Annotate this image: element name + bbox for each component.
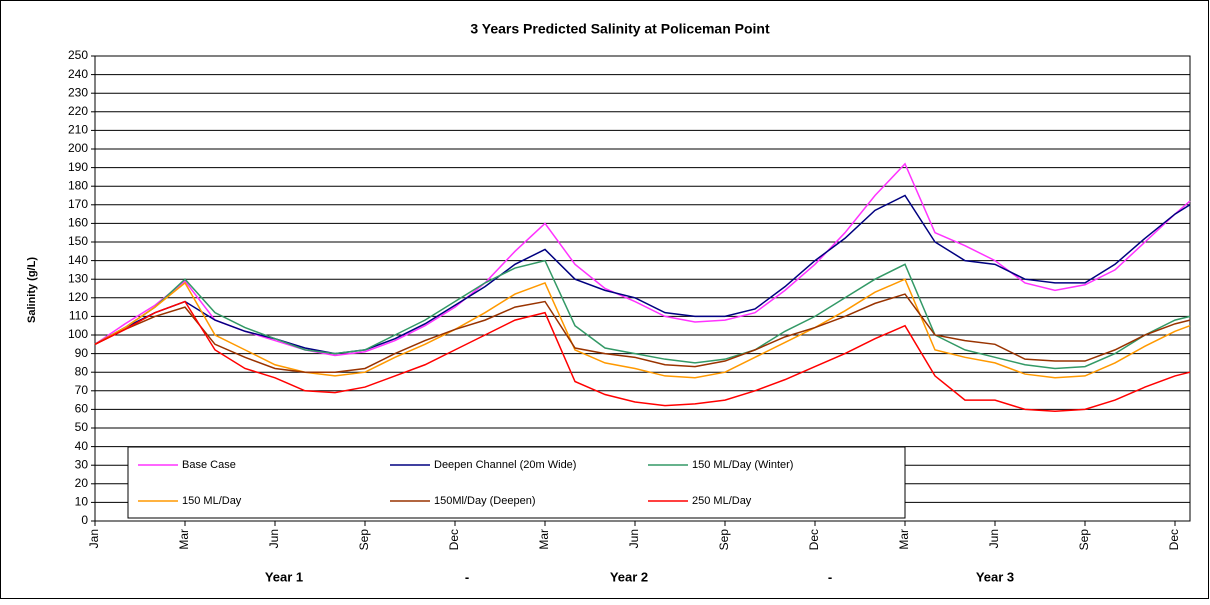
- series-line: [94, 259, 1191, 370]
- x-tick-label: Sep: [357, 529, 371, 551]
- legend-label: 150 ML/Day: [182, 495, 242, 507]
- y-tick-label: 80: [75, 364, 89, 378]
- y-tick-label: 150: [68, 234, 88, 248]
- y-tick-label: 40: [75, 439, 89, 453]
- x-tick-label: Jun: [267, 529, 281, 548]
- x-tick-label: Jan: [87, 529, 101, 548]
- plot-area: [94, 55, 1191, 522]
- y-tick-label: 100: [68, 327, 88, 341]
- x-group-label: -: [465, 569, 469, 584]
- y-tick-label: 190: [68, 160, 88, 174]
- series-line: [94, 278, 1191, 379]
- y-tick-label: 140: [68, 253, 88, 267]
- x-tick-label: Jun: [987, 529, 1001, 548]
- x-tick-label: Dec: [447, 529, 461, 550]
- x-tick-label: Mar: [897, 529, 911, 550]
- legend-label: 250 ML/Day: [692, 495, 752, 507]
- y-tick-label: 200: [68, 141, 88, 155]
- chart-title: 3 Years Predicted Salinity at Policeman …: [470, 21, 770, 37]
- x-tick-label: Sep: [717, 529, 731, 551]
- y-tick-label: 220: [68, 104, 88, 118]
- y-tick-label: 210: [68, 123, 88, 137]
- y-tick-label: 180: [68, 178, 88, 192]
- y-tick-label: 70: [75, 383, 89, 397]
- x-group-label: Year 2: [610, 569, 648, 584]
- y-tick-label: 0: [81, 513, 88, 527]
- legend-label: 150 ML/Day (Winter): [692, 459, 793, 471]
- series-line: [94, 300, 1191, 413]
- x-tick-label: Mar: [537, 529, 551, 550]
- x-group-label: Year 3: [976, 569, 1014, 584]
- legend-label: Base Case: [182, 459, 236, 471]
- y-tick-label: 10: [75, 495, 89, 509]
- x-tick-label: Sep: [1077, 529, 1091, 551]
- y-tick-label: 130: [68, 271, 88, 285]
- x-tick-label: Dec: [1167, 529, 1181, 550]
- x-tick-label: Mar: [177, 529, 191, 550]
- legend-label: 150Ml/Day (Deepen): [434, 495, 536, 507]
- legend-label: Deepen Channel (20m Wide): [434, 459, 576, 471]
- y-axis-label: Salinity (g/L): [26, 257, 38, 323]
- y-tick-label: 120: [68, 290, 88, 304]
- series-line: [94, 162, 1191, 357]
- y-tick-label: 30: [75, 457, 89, 471]
- y-tick-label: 50: [75, 420, 89, 434]
- x-group-label: -: [828, 569, 832, 584]
- y-tick-label: 160: [68, 216, 88, 230]
- y-tick-label: 240: [68, 67, 88, 81]
- x-tick-label: Jun: [627, 529, 641, 548]
- y-tick-label: 230: [68, 85, 88, 99]
- y-tick-label: 170: [68, 197, 88, 211]
- x-tick-label: Dec: [807, 529, 821, 550]
- y-tick-label: 60: [75, 402, 89, 416]
- y-tick-label: 90: [75, 346, 89, 360]
- x-group-label: Year 1: [265, 569, 303, 584]
- y-tick-label: 250: [68, 48, 88, 62]
- series-line: [94, 293, 1191, 373]
- y-tick-label: 110: [69, 309, 88, 323]
- y-tick-label: 20: [75, 476, 89, 490]
- legend-box: [127, 446, 906, 519]
